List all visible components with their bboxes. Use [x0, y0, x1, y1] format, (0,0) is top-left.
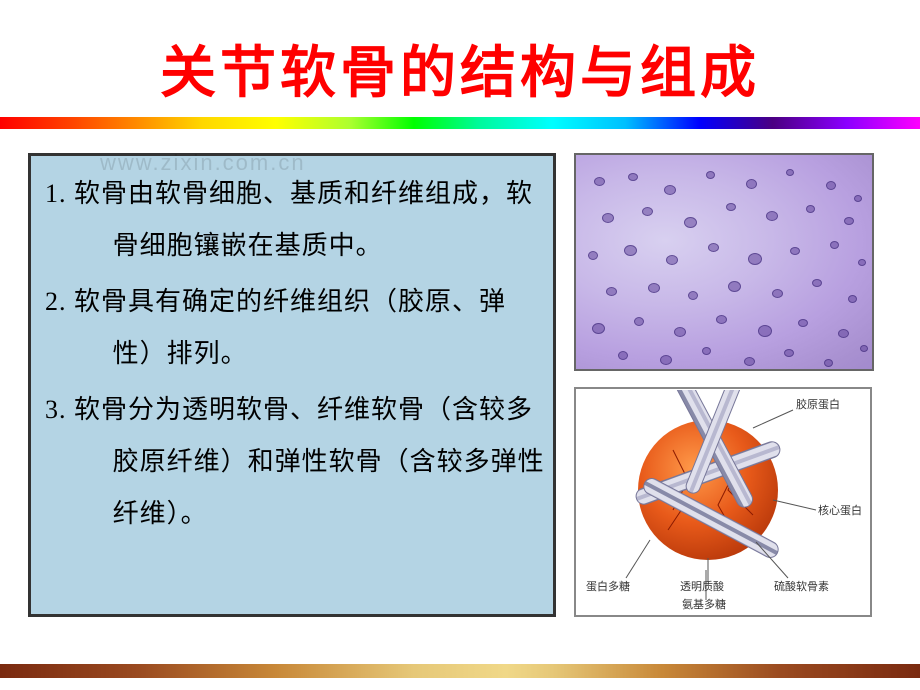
chondrocyte-cell: [618, 351, 628, 360]
chondrocyte-cell: [728, 281, 741, 292]
chondrocyte-cell: [628, 173, 638, 181]
chondrocyte-cell: [830, 241, 839, 249]
histology-micrograph: [574, 153, 874, 371]
chondrocyte-cell: [772, 289, 783, 298]
text-panel: 软骨由软骨细胞、基质和纤维组成，软骨细胞镶嵌在基质中。 软骨具有确定的纤维组织（…: [28, 153, 556, 617]
label-hyaluronic: 透明质酸: [680, 579, 724, 593]
chondrocyte-cell: [838, 329, 849, 338]
chondrocyte-cell: [848, 295, 857, 303]
chondrocyte-cell: [606, 287, 617, 296]
chondrocyte-cell: [684, 217, 697, 228]
diagram-svg: 胶原蛋白 核心蛋白 蛋白多糖 透明质酸 硫酸软骨素 氨基多糖: [578, 390, 868, 614]
list-item: 软骨具有确定的纤维组织（胶原、弹性）排列。: [45, 276, 545, 380]
chondrocyte-cell: [786, 169, 794, 176]
chondrocyte-cell: [744, 357, 755, 366]
content-row: 软骨由软骨细胞、基质和纤维组成，软骨细胞镶嵌在基质中。 软骨具有确定的纤维组织（…: [0, 129, 920, 617]
chondrocyte-cell: [806, 205, 815, 213]
list-item: 软骨分为透明软骨、纤维软骨（含较多胶原纤维）和弹性软骨（含较多弹性纤维）。: [45, 384, 545, 540]
chondrocyte-cell: [664, 185, 676, 195]
label-core-protein: 核心蛋白: [818, 503, 862, 517]
points-list: 软骨由软骨细胞、基质和纤维组成，软骨细胞镶嵌在基质中。 软骨具有确定的纤维组织（…: [45, 168, 545, 540]
chondrocyte-cell: [688, 291, 698, 300]
label-collagen: 胶原蛋白: [796, 397, 840, 411]
chondrocyte-cell: [634, 317, 644, 326]
chondrocyte-cell: [660, 355, 672, 365]
matrix-diagram: 胶原蛋白 核心蛋白 蛋白多糖 透明质酸 硫酸软骨素 氨基多糖: [574, 387, 872, 617]
label-glycosaminoglycan: 氨基多糖: [682, 597, 726, 611]
chondrocyte-cell: [708, 243, 719, 252]
label-chondroitin: 硫酸软骨素: [774, 579, 829, 593]
chondrocyte-cell: [702, 347, 711, 355]
chondrocyte-cell: [758, 325, 772, 337]
label-proteoglycan: 蛋白多糖: [586, 579, 630, 593]
chondrocyte-cell: [798, 319, 808, 327]
chondrocyte-cell: [854, 195, 862, 202]
chondrocyte-cell: [716, 315, 727, 324]
chondrocyte-cell: [860, 345, 868, 352]
chondrocyte-cell: [812, 279, 822, 287]
chondrocyte-cell: [844, 217, 854, 225]
chondrocyte-cell: [706, 171, 715, 179]
footer-gradient-bar: [0, 664, 920, 678]
chondrocyte-cell: [826, 181, 836, 190]
chondrocyte-cell: [824, 359, 833, 367]
chondrocyte-cell: [648, 283, 660, 293]
rainbow-divider: [0, 117, 920, 129]
chondrocyte-cell: [666, 255, 678, 265]
chondrocyte-cell: [858, 259, 866, 266]
watermark: www.zixin.com.cn: [100, 150, 306, 176]
chondrocyte-cell: [726, 203, 736, 211]
chondrocyte-cell: [592, 323, 605, 334]
chondrocyte-cell: [748, 253, 762, 265]
chondrocyte-cell: [790, 247, 800, 255]
page-title: 关节软骨的结构与组成: [0, 0, 920, 117]
chondrocyte-cell: [674, 327, 686, 337]
image-column: 胶原蛋白 核心蛋白 蛋白多糖 透明质酸 硫酸软骨素 氨基多糖: [574, 153, 874, 617]
chondrocyte-cell: [642, 207, 653, 216]
chondrocyte-cell: [594, 177, 605, 186]
chondrocyte-cell: [624, 245, 637, 256]
chondrocyte-cell: [746, 179, 757, 189]
list-item: 软骨由软骨细胞、基质和纤维组成，软骨细胞镶嵌在基质中。: [45, 168, 545, 272]
chondrocyte-cell: [602, 213, 614, 223]
chondrocyte-cell: [588, 251, 598, 260]
chondrocyte-cell: [766, 211, 778, 221]
chondrocyte-cell: [784, 349, 794, 357]
